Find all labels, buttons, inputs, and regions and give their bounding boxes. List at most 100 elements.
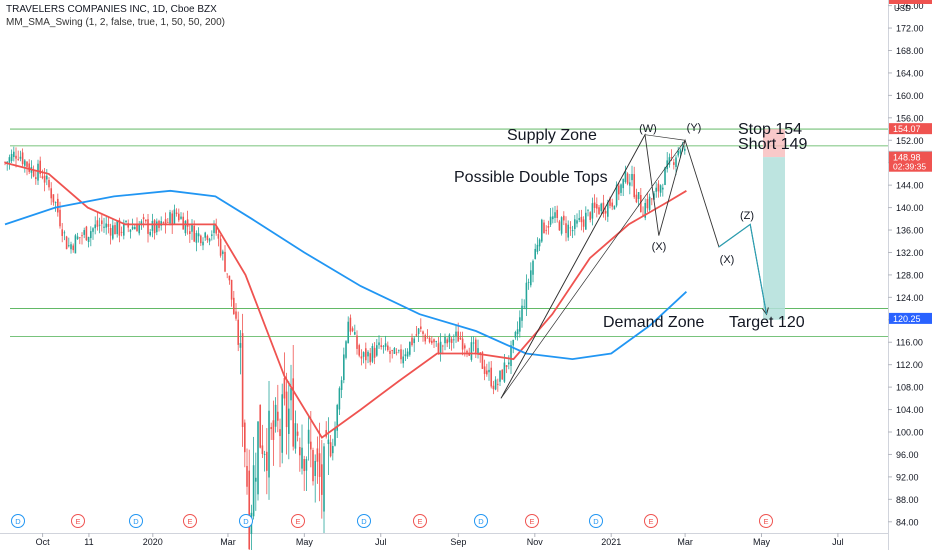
double-top-label: Possible Double Tops xyxy=(454,169,608,186)
candle-body xyxy=(598,207,600,214)
y-tick-label: 160.00 xyxy=(896,91,924,101)
candle-body xyxy=(435,341,438,342)
price-tag-2 xyxy=(889,151,932,172)
y-tick-label: 168.00 xyxy=(896,46,924,56)
candle-body xyxy=(167,221,169,223)
candle-body xyxy=(32,169,35,177)
candle-body xyxy=(580,216,583,223)
candle-body xyxy=(483,366,486,374)
candle-body xyxy=(620,184,622,193)
candle-body xyxy=(464,345,466,349)
candle-body xyxy=(611,202,614,207)
candle-body xyxy=(120,231,123,233)
candle-body xyxy=(239,343,242,348)
candle-body xyxy=(169,212,171,224)
event-marker-d xyxy=(11,514,25,528)
wave-z-label: (Z) xyxy=(740,210,754,222)
candle-body xyxy=(263,453,266,455)
wave-x-label: (X) xyxy=(652,241,667,253)
candle-body xyxy=(28,163,31,172)
y-tick-label: 112.00 xyxy=(896,360,923,370)
event-marker-e xyxy=(71,514,85,528)
candle-body xyxy=(268,410,270,478)
candle-body xyxy=(112,225,114,239)
y-tick-label: 116.00 xyxy=(896,338,923,348)
candle-body xyxy=(180,216,182,219)
wave-x2-label: (X) xyxy=(720,254,735,266)
event-marker-e xyxy=(291,514,305,528)
candle-body xyxy=(549,216,552,225)
candle-body xyxy=(525,282,528,310)
candle-body xyxy=(373,347,376,358)
candle-body xyxy=(332,446,334,454)
event-marker-letter: D xyxy=(243,517,249,526)
x-tick-label: Mar xyxy=(677,537,693,547)
y-tick-label: 144.00 xyxy=(896,181,924,191)
candle-body xyxy=(576,220,578,224)
candle-body xyxy=(488,369,490,373)
x-tick-label: 11 xyxy=(84,537,93,547)
candle-body xyxy=(189,231,191,234)
short-label: Short 149 xyxy=(738,136,807,153)
candle-body xyxy=(35,177,37,180)
candle-body xyxy=(400,349,402,360)
target-reward-box xyxy=(763,157,785,320)
candle-body xyxy=(19,156,22,159)
candle-body xyxy=(131,226,134,230)
x-tick-label: 2020 xyxy=(143,537,163,547)
candle-body xyxy=(140,221,143,225)
candle-body xyxy=(563,215,565,221)
candle-body xyxy=(272,420,275,440)
price-tag-label-2: 148.98 xyxy=(893,153,921,163)
candle-body xyxy=(420,326,422,329)
candle-body xyxy=(378,342,380,346)
x-tick-label: May xyxy=(296,537,314,547)
candle-body xyxy=(90,231,92,239)
candle-body xyxy=(24,160,26,166)
candle-body xyxy=(574,219,576,230)
candle-body xyxy=(534,248,537,259)
candle-body xyxy=(415,334,418,336)
candle-body xyxy=(252,465,255,517)
y-tick-label: 92.00 xyxy=(896,472,919,482)
candle-body xyxy=(314,460,317,477)
candle-body xyxy=(184,220,187,234)
candle-body xyxy=(497,383,499,385)
candle-body xyxy=(417,328,420,335)
event-marker-letter: E xyxy=(529,517,534,526)
candle-body xyxy=(101,220,103,225)
candle-body xyxy=(310,441,312,450)
candle-body xyxy=(160,221,163,226)
candle-body xyxy=(149,231,152,236)
candle-body xyxy=(347,321,350,344)
candle-body xyxy=(290,388,292,401)
candle-body xyxy=(657,183,660,192)
candle-body xyxy=(428,337,431,343)
candle-body xyxy=(413,338,416,344)
candle-body xyxy=(211,234,213,236)
sma-200-line xyxy=(4,189,688,361)
candle-body xyxy=(4,162,6,163)
candle-body xyxy=(191,224,193,232)
partial-top-tag xyxy=(889,0,932,4)
candle-body xyxy=(127,223,130,228)
candle-body xyxy=(523,306,526,308)
candle-body xyxy=(57,198,59,213)
candle-body xyxy=(560,217,563,234)
candle-body xyxy=(404,354,407,357)
candle-body xyxy=(558,221,561,231)
event-marker-d xyxy=(239,514,253,528)
candle-body xyxy=(114,225,116,235)
candle-body xyxy=(626,173,629,184)
candle-body xyxy=(670,157,673,159)
x-tick-label: 2021 xyxy=(601,537,621,547)
candle-body xyxy=(393,348,396,354)
candle-body xyxy=(178,213,180,221)
candle-body xyxy=(624,170,627,182)
candle-body xyxy=(402,356,405,364)
candle-body xyxy=(54,202,57,204)
candle-body xyxy=(74,235,77,254)
candle-body xyxy=(442,345,444,347)
